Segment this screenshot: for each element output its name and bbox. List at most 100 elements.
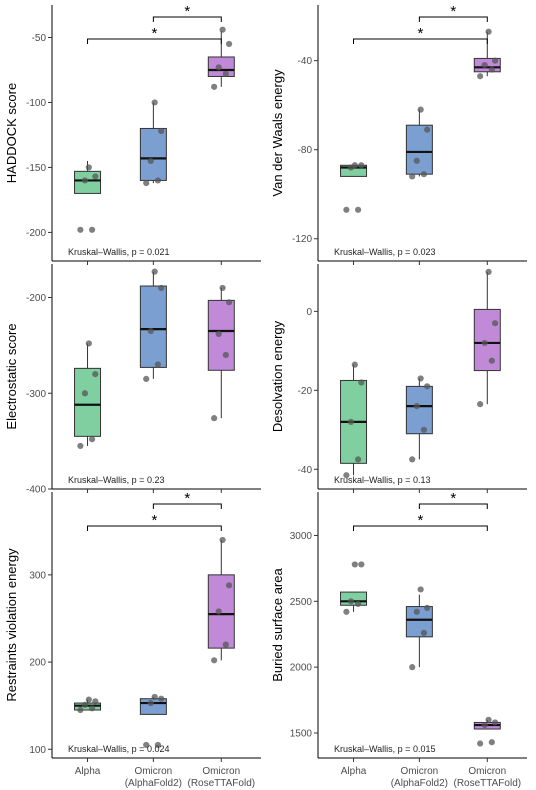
data-point <box>222 70 229 77</box>
data-point <box>85 164 92 171</box>
data-point <box>158 695 165 702</box>
box-iqr <box>139 285 167 368</box>
data-point <box>424 126 431 133</box>
kruskal-wallis-pvalue: Kruskal–Wallis, p = 0.023 <box>334 247 435 257</box>
y-tick-label: -40 <box>298 56 313 67</box>
panel-6: 1500 2000 2500 3000 Buried surface area * * Kru… <box>270 490 527 762</box>
data-point <box>343 206 350 213</box>
box-1 <box>340 361 368 479</box>
data-point <box>351 162 358 169</box>
data-point <box>481 721 488 729</box>
data-point <box>143 375 150 382</box>
data-point <box>92 173 99 180</box>
significance-star: * <box>450 490 456 507</box>
kruskal-wallis-pvalue: Kruskal–Wallis, p = 0.015 <box>334 744 435 754</box>
data-point <box>409 173 416 180</box>
x-tick-label: Alpha <box>75 766 101 777</box>
data-point <box>92 371 99 378</box>
x-tick-label-line2: (RoseTTAFold) <box>187 778 255 789</box>
data-point <box>351 361 358 368</box>
panel-2: -120 -80 -40 Van der Waals energy * * Kruskal–… <box>270 3 527 265</box>
data-point <box>477 73 484 80</box>
x-tick-label-line2: (AlphaFold2) <box>391 778 448 789</box>
data-point <box>85 696 92 703</box>
significance-bracket: * <box>353 512 488 531</box>
data-point <box>488 357 495 364</box>
data-point <box>491 320 499 327</box>
data-point <box>343 472 350 479</box>
data-point <box>420 426 428 433</box>
box-1 <box>74 340 102 450</box>
data-point <box>143 179 150 187</box>
x-tick-label: Alpha <box>341 766 367 777</box>
box-3 <box>207 26 235 90</box>
y-axis-label: Desolvation energy <box>270 320 285 432</box>
data-point <box>413 403 420 410</box>
data-point <box>343 608 350 615</box>
x-tick-label: Omicron <box>202 766 240 777</box>
data-point <box>219 284 226 292</box>
data-point <box>154 361 162 368</box>
data-point <box>211 415 218 422</box>
significance-bracket: * <box>87 25 222 44</box>
data-point <box>77 706 84 714</box>
data-point <box>88 705 96 712</box>
y-tick-label: -200 <box>26 228 46 239</box>
panel-4: -40 -20 0 Desolvation energy Kruskal–Wallis,… <box>270 264 527 493</box>
data-point <box>151 268 158 275</box>
x-tick-label: Omicron <box>134 766 172 777</box>
box-3 <box>473 28 501 80</box>
y-tick-label: 100 <box>29 745 46 756</box>
bracket-line <box>152 16 222 22</box>
box-iqr <box>207 299 235 371</box>
data-point <box>154 177 162 184</box>
y-tick-label: -400 <box>26 485 46 496</box>
kruskal-wallis-pvalue: Kruskal–Wallis, p = 0.024 <box>68 744 169 754</box>
significance-star: * <box>184 3 190 20</box>
y-tick-label: -120 <box>292 234 312 245</box>
significance-bracket: * <box>152 490 222 509</box>
data-point <box>222 641 229 648</box>
bracket-line <box>152 503 222 509</box>
data-point <box>215 330 222 337</box>
data-point <box>413 157 420 164</box>
box-1 <box>340 162 368 213</box>
data-point <box>85 340 92 347</box>
y-tick-label: -20 <box>298 386 313 397</box>
data-point <box>158 284 165 292</box>
bracket-line <box>353 525 488 531</box>
panel-1: -200 -150 -100 -50 HADDOCK score * * Kruskal–Wa… <box>4 3 261 265</box>
data-point <box>88 226 96 233</box>
data-point <box>424 604 431 611</box>
box-2 <box>405 106 433 180</box>
data-point <box>485 28 492 35</box>
kruskal-wallis-pvalue: Kruskal–Wallis, p = 0.23 <box>68 475 164 485</box>
data-point <box>358 379 365 386</box>
data-point <box>77 226 84 233</box>
data-point <box>354 600 362 608</box>
data-point <box>215 64 222 71</box>
y-tick-label: -100 <box>26 98 46 109</box>
data-point <box>417 106 424 113</box>
data-point <box>225 582 233 589</box>
y-tick-label: -80 <box>298 145 313 156</box>
data-point <box>77 442 84 450</box>
box-iqr <box>405 385 433 435</box>
data-point <box>88 436 96 443</box>
data-point <box>81 177 89 184</box>
y-axis-label: Buried surface area <box>270 568 285 682</box>
data-point <box>151 693 158 701</box>
box-1 <box>74 160 102 233</box>
data-point <box>147 327 154 335</box>
box-iqr <box>473 308 501 372</box>
box-1 <box>340 561 368 615</box>
box-2 <box>139 268 167 382</box>
data-point <box>481 339 488 347</box>
y-tick-label: -150 <box>26 163 46 174</box>
x-tick-label-line2: (RoseTTAFold) <box>453 778 521 789</box>
significance-star: * <box>417 25 423 42</box>
box-3 <box>207 284 235 422</box>
data-point <box>485 716 492 723</box>
box-iqr <box>340 591 368 606</box>
